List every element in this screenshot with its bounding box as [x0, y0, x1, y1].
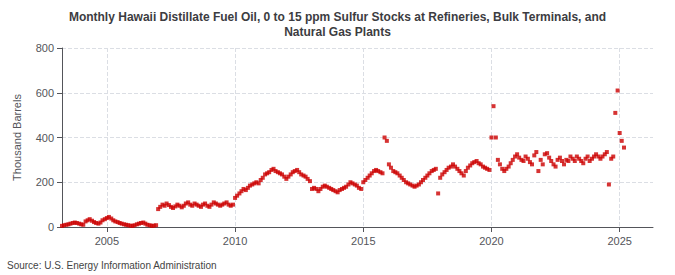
svg-text:600: 600 [36, 87, 54, 99]
svg-text:Monthly Hawaii Distillate Fuel: Monthly Hawaii Distillate Fuel Oil, 0 to… [69, 10, 606, 24]
svg-text:2020: 2020 [479, 235, 503, 247]
svg-text:2005: 2005 [95, 235, 119, 247]
svg-text:2010: 2010 [223, 235, 247, 247]
svg-text:Natural Gas Plants: Natural Gas Plants [284, 25, 391, 39]
svg-text:2015: 2015 [351, 235, 375, 247]
svg-text:400: 400 [36, 132, 54, 144]
svg-text:200: 200 [36, 176, 54, 188]
svg-text:Source: U.S. Energy Informatio: Source: U.S. Energy Information Administ… [7, 260, 217, 271]
svg-text:Thousand Barrels: Thousand Barrels [11, 94, 23, 181]
svg-text:0: 0 [48, 221, 54, 233]
svg-text:800: 800 [36, 42, 54, 54]
svg-text:2025: 2025 [607, 235, 631, 247]
